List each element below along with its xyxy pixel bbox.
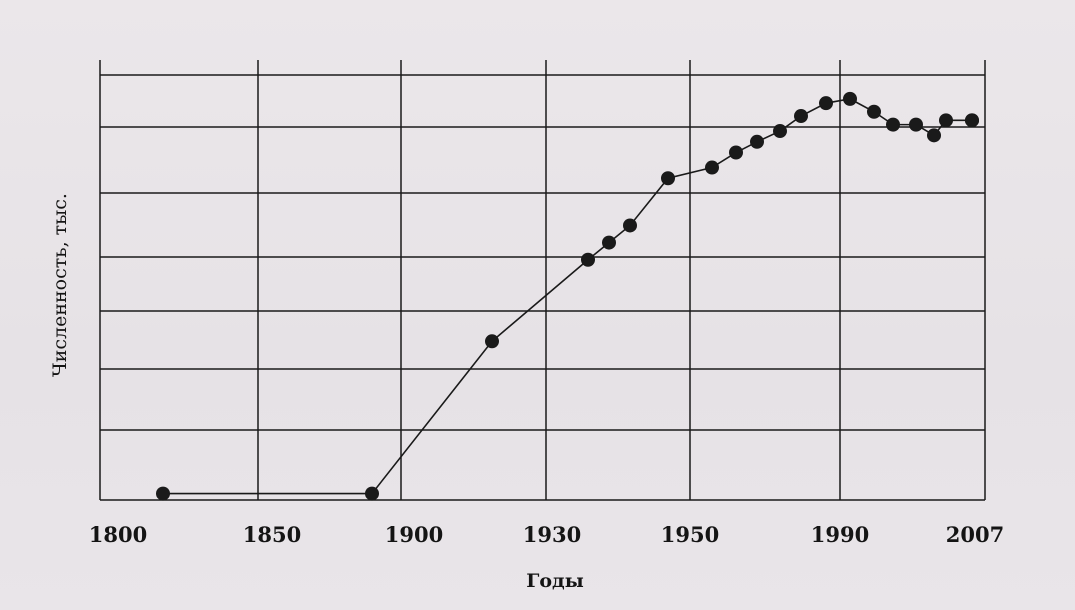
data-points — [156, 91, 979, 501]
x-tick-label: 1800 — [89, 522, 147, 547]
data-point — [485, 334, 499, 349]
data-point — [927, 128, 941, 143]
data-point — [602, 235, 616, 250]
x-tick-label: 1990 — [811, 522, 869, 547]
series-polyline — [163, 98, 972, 495]
data-point — [623, 218, 637, 233]
data-point — [705, 160, 719, 175]
chart-grid — [99, 60, 986, 501]
x-tick-label: 1950 — [661, 522, 719, 547]
y-axis-label: Численность, тыс. — [49, 193, 71, 377]
data-point — [750, 134, 764, 149]
data-point — [794, 109, 808, 124]
data-point — [965, 113, 979, 128]
data-point — [843, 91, 857, 106]
data-point — [365, 486, 379, 501]
data-point — [909, 117, 923, 132]
data-point — [156, 486, 170, 501]
x-tick-label: 2007 — [946, 522, 1004, 547]
x-axis-label: Годы — [526, 570, 584, 592]
data-point — [939, 113, 953, 128]
data-point — [886, 117, 900, 132]
x-tick-label: 1850 — [243, 522, 301, 547]
x-tick-labels: 1800 1850 1900 1930 1950 1990 2007 — [89, 522, 1004, 547]
x-tick-label: 1900 — [385, 522, 443, 547]
data-point — [661, 171, 675, 186]
x-tick-label: 1930 — [523, 522, 581, 547]
data-point — [729, 145, 743, 160]
data-point — [581, 252, 595, 267]
data-point — [867, 104, 881, 119]
series-line — [163, 98, 972, 495]
data-point — [773, 124, 787, 139]
data-point — [819, 96, 833, 111]
